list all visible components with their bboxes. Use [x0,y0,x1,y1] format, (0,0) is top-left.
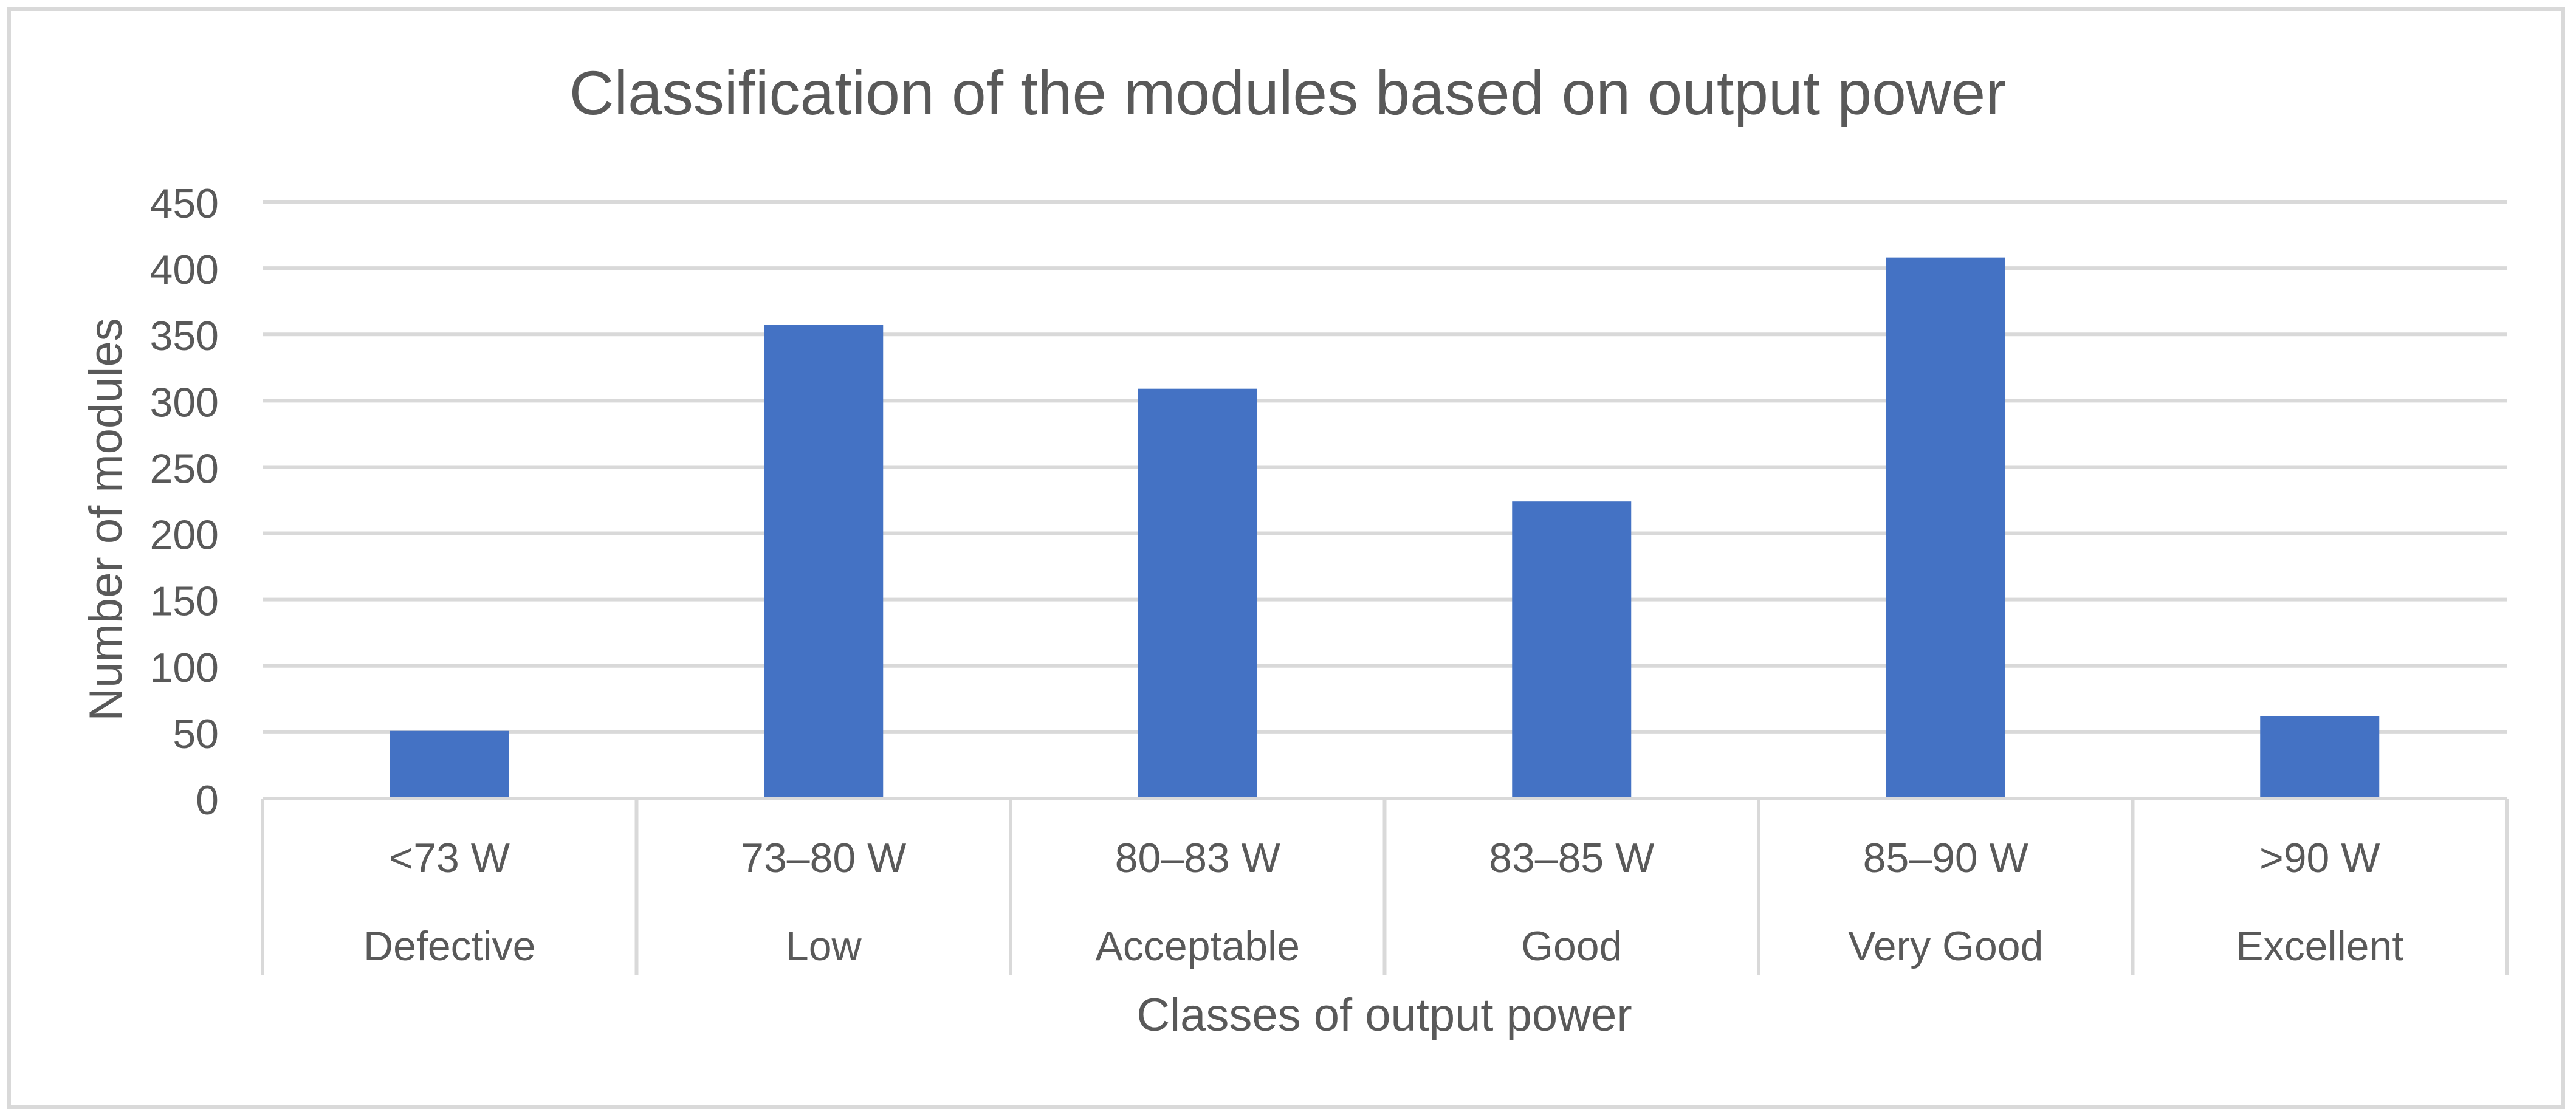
x-tick-range-label: 80–83 W [1115,835,1280,881]
chart-title: Classification of the modules based on o… [569,58,2006,128]
x-axis-title: Classes of output power [1136,989,1632,1041]
gridlines [263,200,2507,734]
bar [2260,716,2380,799]
y-tick-label: 250 [150,445,219,492]
x-tick-range-label: >90 W [2259,835,2380,881]
x-axis [261,797,2509,975]
bars [390,257,2380,799]
x-tick-class-label: Excellent [2236,923,2403,969]
x-tick-class-label: Very Good [1848,923,2043,969]
x-tick-range-label: 85–90 W [1863,835,2028,881]
y-tick-label: 100 [150,645,219,691]
y-axis-ticks: 0 50 100 150 200 250 300 350 400 450 [150,180,219,823]
x-tick-range-label: <73 W [390,835,510,881]
x-tick-class-label: Good [1521,923,1622,969]
bar [1886,257,2005,799]
chart-frame [7,7,2565,1109]
y-tick-label: 150 [150,579,219,625]
y-tick-label: 400 [150,247,219,293]
y-axis-title: Number of modules [80,318,132,721]
bar [1512,501,1632,799]
y-tick-label: 450 [150,180,219,227]
y-tick-label: 50 [173,711,219,757]
x-tick-class-label: Defective [363,923,535,969]
x-axis-ticks: <73 W Defective 73–80 W Low 80–83 W Acceptabl… [363,835,2403,969]
x-tick-range-label: 83–85 W [1489,835,1654,881]
y-tick-label: 350 [150,313,219,359]
y-tick-label: 300 [150,379,219,425]
x-tick-range-label: 73–80 W [741,835,906,881]
y-tick-label: 0 [196,777,219,823]
bar [1138,388,1257,799]
x-tick-class-label: Low [786,923,862,969]
x-tick-class-label: Acceptable [1096,923,1300,969]
bar [764,325,884,799]
bar [390,730,509,799]
y-tick-label: 200 [150,512,219,558]
